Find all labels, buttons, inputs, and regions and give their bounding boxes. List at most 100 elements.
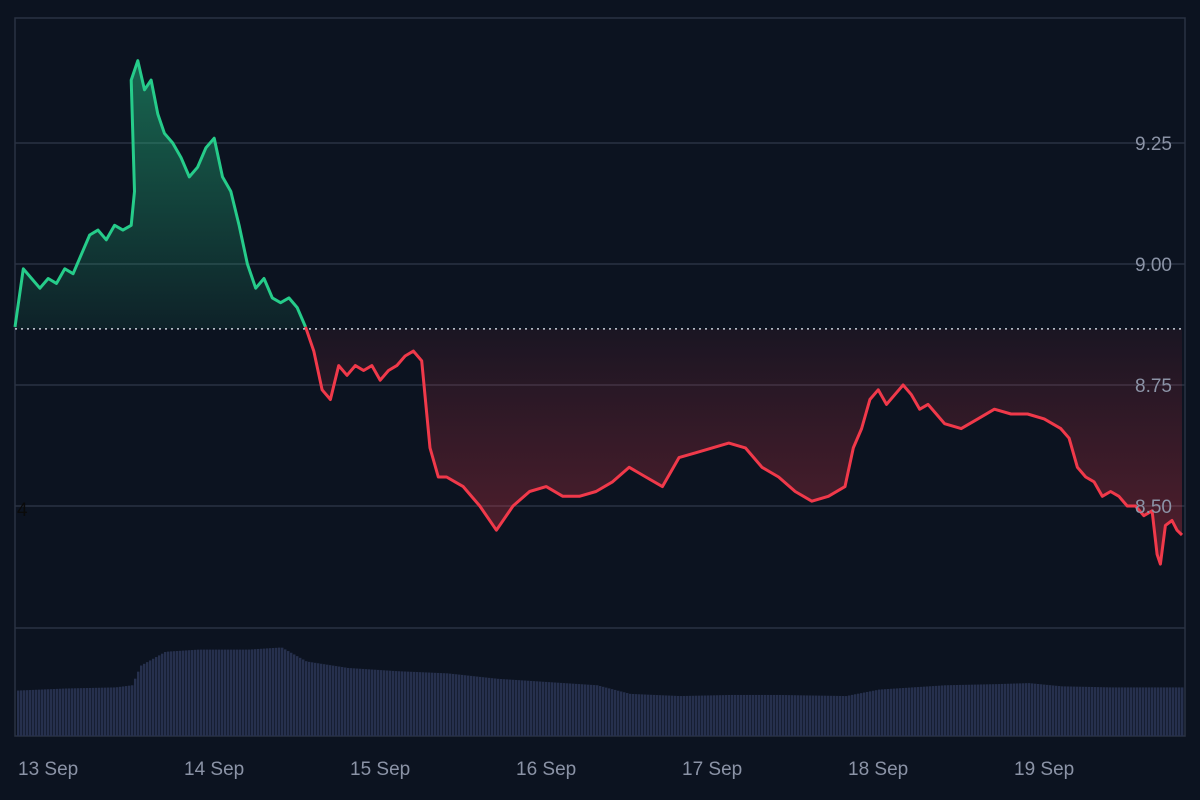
volume-bar — [719, 695, 722, 736]
volume-bar — [1088, 686, 1091, 736]
volume-bar — [137, 671, 140, 736]
volume-bar — [1004, 683, 1007, 736]
volume-bar — [329, 665, 332, 736]
volume-bar — [911, 687, 914, 736]
volume-bar — [116, 687, 119, 736]
volume-bar — [362, 668, 365, 736]
volume-bar — [1154, 687, 1157, 736]
volume-bar — [113, 687, 116, 736]
volume-bar — [650, 694, 653, 736]
volume-bar — [1022, 683, 1025, 736]
volume-bar — [278, 647, 281, 736]
volume-bar — [1097, 687, 1100, 736]
volume-bar — [803, 695, 806, 736]
volume-bar — [437, 672, 440, 736]
volume-bar — [332, 665, 335, 736]
volume-bar — [977, 684, 980, 736]
volume-bar — [1112, 687, 1115, 736]
volume-bar — [74, 688, 77, 736]
volume-bar — [593, 685, 596, 736]
volume-bar — [1055, 685, 1058, 736]
volume-bar — [173, 651, 176, 736]
volume-bar — [686, 695, 689, 736]
volume-bar — [257, 648, 260, 736]
x-tick-label: 17 Sep — [682, 759, 742, 780]
volume-bar — [500, 678, 503, 736]
volume-bar — [1133, 687, 1136, 736]
volume-bar — [623, 692, 626, 736]
volume-bar — [284, 649, 287, 736]
volume-bar — [1040, 684, 1043, 736]
volume-bar — [536, 681, 539, 736]
volume-bar — [707, 695, 710, 736]
volume-bar — [1175, 687, 1178, 736]
volume-bar — [899, 688, 902, 736]
volume-bar — [326, 664, 329, 736]
volume-bar — [71, 688, 74, 736]
volume-bar — [950, 685, 953, 736]
volume-bar — [602, 686, 605, 736]
y-axis-ticks: 9.25 9.00 8.75 8.50 — [1135, 134, 1172, 518]
volume-bar — [38, 689, 41, 736]
volume-bar — [77, 688, 80, 736]
volume-bar — [704, 695, 707, 736]
volume-bar — [731, 694, 734, 736]
volume-bar — [1037, 683, 1040, 736]
volume-bar — [665, 695, 668, 736]
volume-bar — [254, 649, 257, 736]
volume-bar — [296, 656, 299, 736]
volume-bar — [140, 665, 143, 736]
volume-bar — [737, 694, 740, 736]
volume-bar — [209, 649, 212, 736]
volume-bar — [890, 688, 893, 736]
volume-bar — [503, 679, 506, 736]
volume-bar — [854, 694, 857, 736]
volume-bar — [611, 689, 614, 736]
volume-bar — [698, 695, 701, 736]
volume-bar — [128, 685, 131, 736]
volume-bar — [797, 695, 800, 736]
volume-bar — [356, 668, 359, 736]
volume-bar — [932, 686, 935, 736]
volume-bar — [836, 695, 839, 736]
volume-bar — [191, 650, 194, 736]
volume-bar — [1025, 683, 1028, 736]
volume-bar — [125, 686, 128, 736]
x-axis-ticks: 13 Sep 14 Sep 15 Sep 16 Sep 17 Sep 18 Sep 19 S… — [18, 759, 1074, 780]
volume-bar — [1103, 687, 1106, 736]
volume-bar — [1172, 687, 1175, 736]
volume-bar — [989, 684, 992, 736]
volume-bar — [566, 683, 569, 736]
volume-bar — [155, 657, 158, 736]
volume-bar — [302, 659, 305, 736]
volume-bar — [263, 648, 266, 736]
volume-bar — [320, 663, 323, 736]
volume-bar — [473, 676, 476, 736]
volume-bar — [122, 686, 125, 736]
volume-bar — [632, 694, 635, 736]
volume-bar — [461, 674, 464, 736]
volume-bar — [521, 680, 524, 736]
volume-bar — [1094, 687, 1097, 736]
volume-bar — [734, 694, 737, 736]
volume-bar — [635, 694, 638, 736]
volume-bar — [134, 678, 137, 736]
volume-bar — [29, 690, 32, 736]
volume-bar — [617, 690, 620, 736]
volume-bar — [203, 649, 206, 736]
volume-bar — [386, 670, 389, 736]
volume-bar — [770, 694, 773, 736]
volume-bar — [821, 695, 824, 736]
volume-bar — [212, 649, 215, 736]
volume-bar — [1181, 687, 1184, 736]
volume-bar — [476, 676, 479, 736]
volume-bar — [98, 687, 101, 736]
volume-bar — [248, 649, 251, 736]
volume-bar — [488, 677, 491, 736]
volume-bar — [449, 673, 452, 736]
volume-bar — [1169, 687, 1172, 736]
volume-bar — [857, 693, 860, 736]
volume-bar — [587, 684, 590, 736]
volume-bar — [830, 695, 833, 736]
volume-bar — [545, 681, 548, 736]
